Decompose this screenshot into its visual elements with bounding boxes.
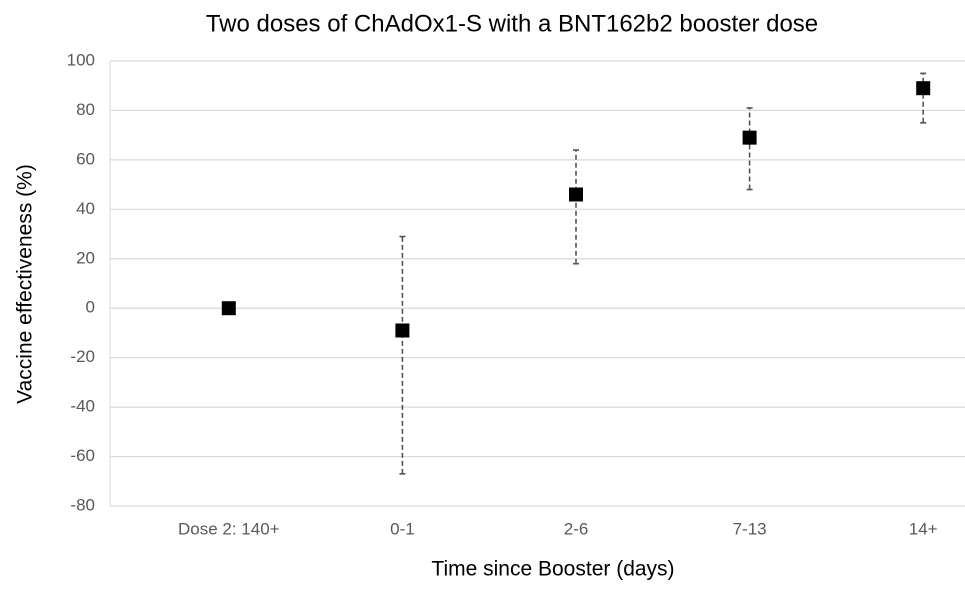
y-tick-label: 40 [76, 199, 95, 218]
x-axis-title: Time since Booster (days) [431, 558, 674, 581]
y-tick-label: 80 [76, 100, 95, 119]
y-tick-label: -60 [70, 446, 95, 465]
y-tick-label: 20 [76, 248, 95, 267]
marker [916, 81, 931, 96]
error-bar [920, 72, 927, 124]
y-tick-label: -80 [70, 495, 95, 514]
y-tick-label: 0 [86, 298, 95, 317]
x-tick-label: 2-6 [564, 519, 589, 538]
marker [221, 301, 236, 316]
y-tick-label: -20 [70, 347, 95, 366]
marker [569, 187, 583, 202]
y-tick-label: 100 [67, 50, 95, 69]
marker [742, 130, 757, 145]
x-tick-label: 7-13 [733, 519, 767, 538]
x-tick-label: 14+ [909, 519, 938, 538]
x-tick-label: Dose 2: 140+ [178, 519, 280, 538]
error-bar [399, 235, 406, 475]
x-tick-label: 0-1 [390, 519, 415, 538]
y-tick-label: 60 [76, 149, 95, 168]
error-bar [573, 149, 579, 265]
y-tick-label: -40 [70, 397, 95, 416]
chart-title: Two doses of ChAdOx1-S with a BNT162b2 b… [206, 10, 818, 37]
y-axis-title: Vaccine effectiveness (%) [14, 164, 37, 404]
marker [395, 323, 410, 338]
error-bar [746, 107, 753, 191]
